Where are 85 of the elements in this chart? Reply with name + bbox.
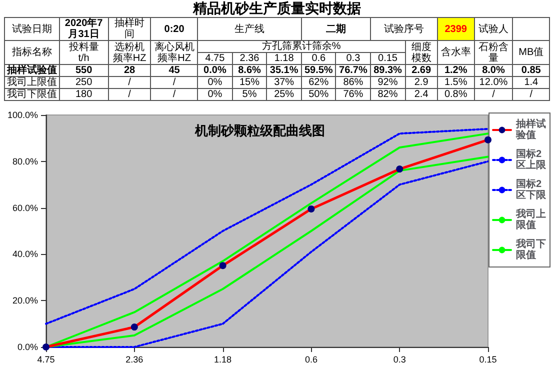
text: 方孔筛累计筛余% (198, 40, 406, 52)
text: 550 (59, 64, 108, 76)
text: 0% (198, 88, 232, 100)
text: 我司上限值 (4, 76, 60, 88)
text: 8.0% (474, 64, 513, 76)
text: 89.3% (370, 64, 406, 76)
text: 2.36 (232, 52, 267, 64)
text: 0:20 (150, 18, 198, 40)
text: 石粉含量 (474, 40, 513, 64)
text: 试验日期 (4, 18, 60, 40)
text: / (150, 88, 198, 100)
text: 8.6% (232, 64, 267, 76)
y-tick-label: 20.0% (12, 296, 38, 306)
text: 机制砂颗粒级配曲线图 (194, 123, 325, 138)
y-tick-label: 80.0% (12, 156, 38, 166)
x-tick-label: 2.36 (126, 354, 144, 364)
text: 投料量 t/h (59, 40, 108, 64)
text: 二期 (301, 18, 370, 40)
text: 选粉机频率HZ (108, 40, 151, 64)
y-tick-label: 100.0% (7, 110, 38, 120)
text: 50% (301, 88, 336, 100)
legend-label: 抽样试验值 (515, 118, 546, 141)
text: 82% (370, 88, 406, 100)
legend-label: 我司下限值 (515, 238, 546, 261)
text: 2020年7月31日 (59, 18, 108, 40)
x-tick-label: 1.18 (214, 354, 232, 364)
text: / (474, 88, 513, 100)
text: MB值 (512, 40, 550, 64)
text: 250 (59, 76, 108, 88)
x-tick-label: 0.15 (479, 354, 497, 364)
x-tick-label: 0.6 (304, 354, 318, 364)
text: 1.5% (438, 76, 474, 88)
text: 含水率 (438, 40, 474, 64)
y-tick-label: 60.0% (12, 202, 38, 213)
legend-label: 国标2区下限 (516, 178, 547, 201)
text: 2.69 (405, 64, 438, 76)
text: 1.18 (266, 52, 302, 64)
text: 28 (108, 64, 151, 76)
text: 0.3 (336, 52, 370, 64)
text: 0% (198, 76, 232, 88)
text: 1.4 (512, 76, 550, 88)
text: 指标名称 (4, 40, 60, 64)
x-tick-label: 0.3 (393, 354, 406, 364)
y-tick-label: 40.0% (12, 249, 38, 260)
text: 抽样时间 (108, 18, 151, 40)
text: 76.7% (336, 64, 370, 76)
text: 试验序号 (370, 18, 438, 40)
text: / (150, 76, 198, 88)
text: 0.8% (438, 88, 474, 100)
text: 37% (266, 76, 302, 88)
text: 86% (336, 76, 370, 88)
text: 15% (232, 76, 267, 88)
text: 2399 (438, 18, 474, 40)
text: / (108, 76, 151, 88)
text: 2.4 (405, 88, 438, 100)
text: / (512, 88, 550, 100)
text: 62% (301, 76, 336, 88)
text: 12.0% (474, 76, 513, 88)
x-tick-label: 4.75 (37, 354, 55, 364)
text: 精品机砂生产质量实时数据 (192, 0, 362, 17)
text: 试验人 (474, 18, 513, 40)
text: 0.85 (512, 64, 550, 76)
text: 92% (370, 76, 406, 88)
legend-label: 国标2区上限 (516, 148, 547, 171)
text: 生产线 (198, 18, 302, 40)
text: 25% (266, 88, 302, 100)
text: 抽样试验值 (4, 64, 60, 76)
y-tick-label: 0.0% (17, 342, 38, 352)
text: 0.0% (198, 64, 232, 76)
text: 45 (150, 64, 198, 76)
text: 76% (336, 88, 370, 100)
text: 35.1% (266, 64, 302, 76)
text: 4.75 (198, 52, 232, 64)
text: 细度模数 (405, 40, 438, 64)
text: 2.9 (405, 76, 438, 88)
legend-label: 我司上限值 (515, 208, 546, 231)
text: 我司下限值 (4, 88, 60, 100)
text: / (108, 88, 151, 100)
text: 0.6 (301, 52, 336, 64)
text: 180 (59, 88, 108, 100)
text: 0.15 (370, 52, 406, 64)
text: 离心风机频率HZ (150, 40, 198, 64)
text: 59.5% (301, 64, 336, 76)
text: 1.2% (438, 64, 474, 76)
text: 5% (232, 88, 267, 100)
